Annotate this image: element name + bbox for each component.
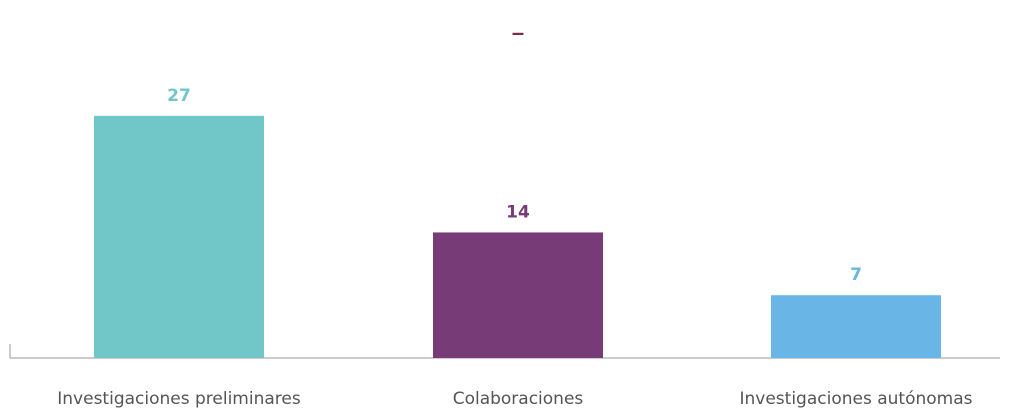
bar-value-label-2: 14: [506, 202, 530, 222]
chart-title: –: [511, 20, 525, 45]
bar-1: [94, 115, 264, 358]
category-label-1: Investigaciones preliminares: [57, 389, 301, 408]
bars: 27 Investigaciones preliminares 14 Colabora…: [57, 86, 972, 408]
category-label-3: Investigaciones autónomas: [740, 389, 973, 408]
bar-2: [433, 232, 603, 358]
bar-value-label-1: 27: [167, 86, 191, 106]
bar-3: [771, 295, 941, 358]
category-label-2: Colaboraciones: [453, 389, 584, 408]
bar-value-label-3: 7: [850, 265, 862, 285]
